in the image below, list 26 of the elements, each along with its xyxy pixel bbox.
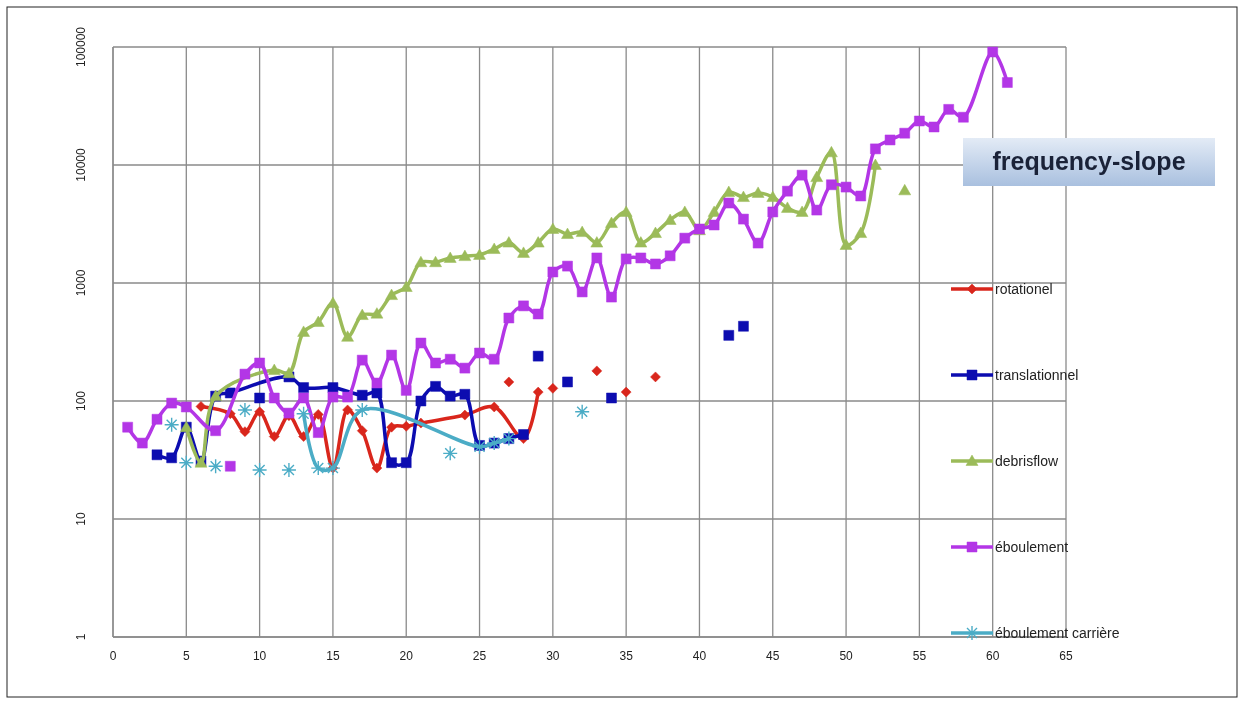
- x-tick-label: 40: [692, 649, 707, 663]
- y-tick-label: 10000: [74, 147, 88, 182]
- x-tick-label: 20: [399, 649, 414, 663]
- legend-label: translationnel: [995, 367, 1079, 383]
- x-tick-label: 55: [912, 649, 927, 663]
- y-tick-label: 100: [74, 390, 88, 412]
- x-tick-label: 10: [252, 649, 267, 663]
- x-tick-label: 0: [109, 649, 117, 663]
- text: frequency-slope: [992, 147, 1186, 175]
- x-tick-label: 5: [182, 649, 190, 663]
- y-tick-label: 1000: [74, 269, 88, 297]
- y-tick-label: 100000: [74, 26, 88, 68]
- legend-label: éboulement carrière: [995, 625, 1120, 641]
- x-tick-label: 65: [1059, 649, 1073, 663]
- y-tick-label: 1: [74, 633, 88, 641]
- x-tick-label: 50: [839, 649, 854, 663]
- x-tick-label: 45: [766, 649, 780, 663]
- y-tick-label: 10: [74, 512, 88, 526]
- x-tick-label: 60: [986, 649, 1000, 663]
- x-tick-label: 30: [546, 649, 560, 663]
- x-tick-label: 25: [472, 649, 487, 663]
- x-tick-label: 35: [619, 649, 634, 663]
- x-tick-label: 15: [326, 649, 340, 663]
- legend-label: rotationel: [995, 281, 1053, 297]
- legend-label: éboulement: [995, 539, 1069, 555]
- legend-label: debrisflow: [995, 453, 1059, 469]
